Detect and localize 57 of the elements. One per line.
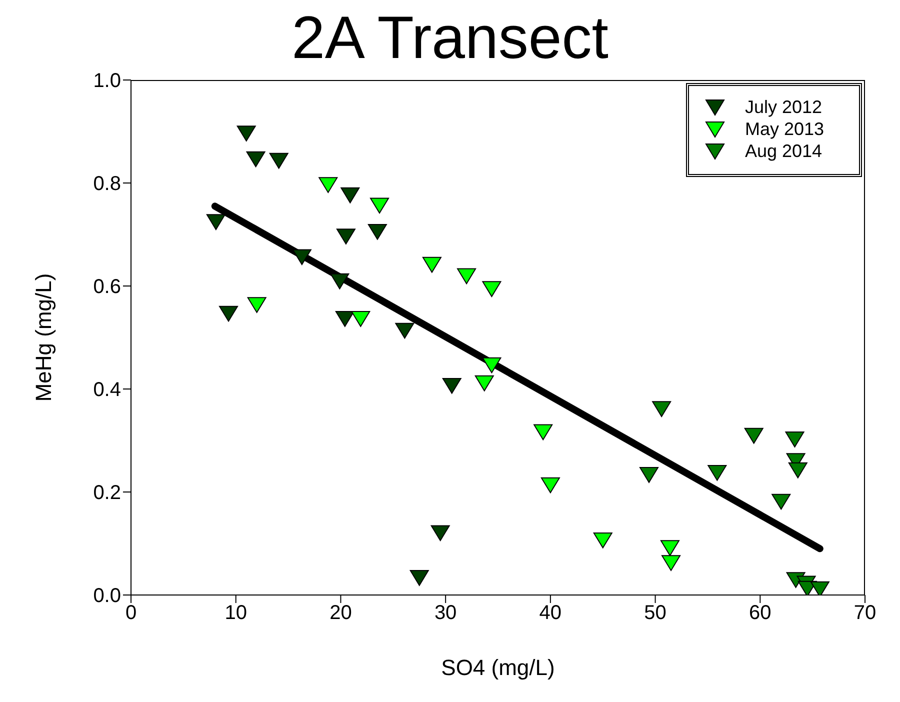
x-tick-label: 60 [749, 602, 772, 624]
x-tick-label: 20 [330, 602, 352, 624]
point [370, 198, 390, 214]
point [708, 464, 727, 481]
point [482, 357, 502, 374]
point [810, 581, 830, 595]
chart-title: 2A Transect [292, 4, 608, 71]
point [269, 152, 288, 169]
point [540, 477, 560, 494]
y-axis-title: MeHg (mg/L) [30, 273, 56, 402]
point [662, 555, 681, 571]
point [442, 378, 462, 394]
x-tick-label: 70 [854, 602, 876, 624]
point [219, 306, 238, 322]
legend-label: May 2013 [745, 118, 824, 140]
legend-label: Aug 2014 [745, 140, 822, 162]
y-tick-label: 0.2 [93, 482, 121, 504]
point [336, 228, 356, 244]
x-tick-label: 40 [539, 602, 562, 624]
x-tick-label: 10 [224, 602, 247, 624]
x-tick-label: 50 [644, 602, 666, 624]
point [395, 322, 414, 339]
point [330, 273, 350, 290]
point [335, 311, 354, 327]
point [457, 268, 476, 284]
point [660, 540, 680, 556]
point [236, 126, 256, 142]
y-tick-label: 1.0 [93, 70, 121, 92]
x-tick-label: 30 [434, 602, 457, 624]
point [318, 177, 338, 193]
point [410, 570, 429, 586]
point [206, 214, 226, 230]
point [340, 187, 360, 204]
point [422, 256, 442, 273]
point [482, 281, 502, 297]
point [772, 494, 791, 510]
point [246, 151, 266, 168]
y-tick-label: 0.6 [93, 276, 121, 298]
point [247, 297, 266, 313]
x-axis-title: SO4 (mg/L) [441, 655, 555, 680]
legend-label: July 2012 [745, 96, 822, 118]
x-tick-label: 0 [125, 602, 137, 624]
y-tick-label: 0.0 [93, 585, 121, 608]
point [474, 375, 494, 392]
point [652, 401, 672, 417]
point [593, 532, 612, 548]
point [368, 224, 387, 240]
point [744, 428, 764, 444]
y-tick-label: 0.8 [93, 173, 121, 196]
point [292, 249, 312, 266]
point [534, 424, 553, 440]
point [639, 467, 658, 483]
point [351, 311, 370, 327]
point [788, 462, 808, 478]
point [430, 525, 450, 542]
y-tick-label: 0.4 [93, 379, 121, 402]
point [785, 432, 804, 448]
